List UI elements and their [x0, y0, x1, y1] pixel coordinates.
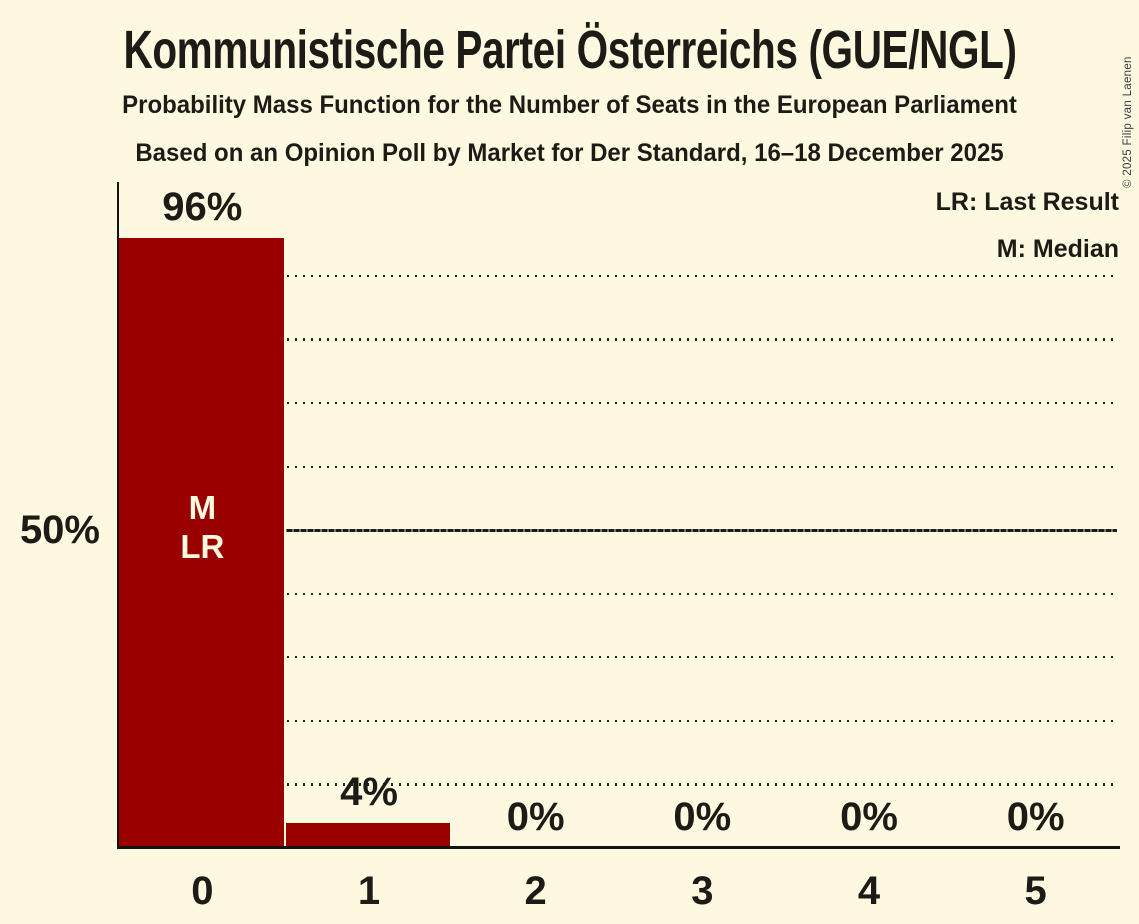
gridlines-layer	[119, 182, 1119, 848]
x-tick-label-2: 2	[524, 869, 547, 913]
x-tick-label-0: 0	[191, 869, 214, 913]
gridline-60	[119, 465, 1117, 468]
copyright-notice: © 2025 Filip van Laenen	[1122, 56, 1134, 188]
gridline-30	[119, 656, 1117, 659]
x-tick-label-4: 4	[857, 869, 881, 913]
x-tick-label-1: 1	[357, 869, 381, 913]
gridline-70	[119, 401, 1117, 405]
bar-seats-0	[119, 237, 286, 848]
y-axis-tick-label: 50%	[19, 508, 100, 552]
x-tick-label-3: 3	[691, 869, 714, 913]
median-last-result-annotation: M LR	[180, 488, 225, 565]
x-axis-line	[116, 846, 1120, 849]
x-tick-label-5: 5	[1024, 869, 1047, 913]
chart-subtitle: Probability Mass Function for the Number…	[122, 91, 1017, 119]
y-axis-line	[116, 182, 120, 849]
bar-seats-1	[285, 822, 453, 848]
legend-item-last-result: LR: Last Result	[935, 188, 1119, 216]
chart-source-line: Based on an Opinion Poll by Market for D…	[135, 139, 1004, 167]
bars-layer: M LR	[119, 182, 1119, 848]
gridline-90	[119, 274, 1117, 277]
plot-area: M LR	[116, 182, 1120, 849]
page-title: Kommunistische Partei Österreichs (GUE/N…	[122, 20, 1017, 80]
gridline-10	[119, 783, 1117, 786]
gridline-20	[119, 719, 1117, 723]
legend: LR: Last Result M: Median	[936, 179, 1119, 273]
legend-item-median: M: Median	[996, 235, 1119, 263]
gridline-40	[119, 592, 1117, 595]
majority-gridline-50	[119, 529, 1117, 532]
gridline-80	[119, 338, 1117, 341]
